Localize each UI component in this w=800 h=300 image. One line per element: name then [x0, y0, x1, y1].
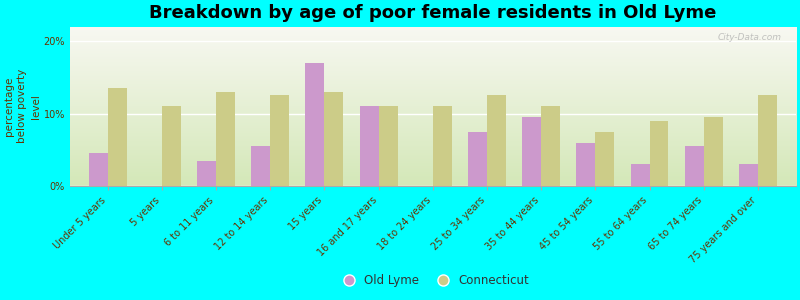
Bar — [270, 95, 289, 186]
Title: Breakdown by age of poor female residents in Old Lyme: Breakdown by age of poor female resident… — [149, 4, 717, 22]
Legend: Old Lyme, Connecticut: Old Lyme, Connecticut — [332, 269, 534, 292]
Bar — [704, 117, 722, 186]
Bar — [216, 92, 235, 186]
Bar — [251, 146, 270, 186]
Y-axis label: percentage
below poverty
level: percentage below poverty level — [4, 69, 41, 143]
Bar — [378, 106, 398, 186]
Bar — [739, 164, 758, 186]
Bar — [650, 121, 669, 186]
Bar — [576, 142, 595, 186]
Bar — [89, 153, 108, 186]
Bar — [306, 63, 324, 186]
Text: City-Data.com: City-Data.com — [718, 33, 782, 42]
Bar — [758, 95, 777, 186]
Bar — [433, 106, 452, 186]
Bar — [360, 106, 378, 186]
Bar — [522, 117, 541, 186]
Bar — [468, 132, 487, 186]
Bar — [595, 132, 614, 186]
Bar — [541, 106, 560, 186]
Bar — [630, 164, 650, 186]
Bar — [487, 95, 506, 186]
Bar — [324, 92, 343, 186]
Bar — [197, 160, 216, 186]
Bar — [108, 88, 126, 186]
Bar — [685, 146, 704, 186]
Bar — [162, 106, 181, 186]
